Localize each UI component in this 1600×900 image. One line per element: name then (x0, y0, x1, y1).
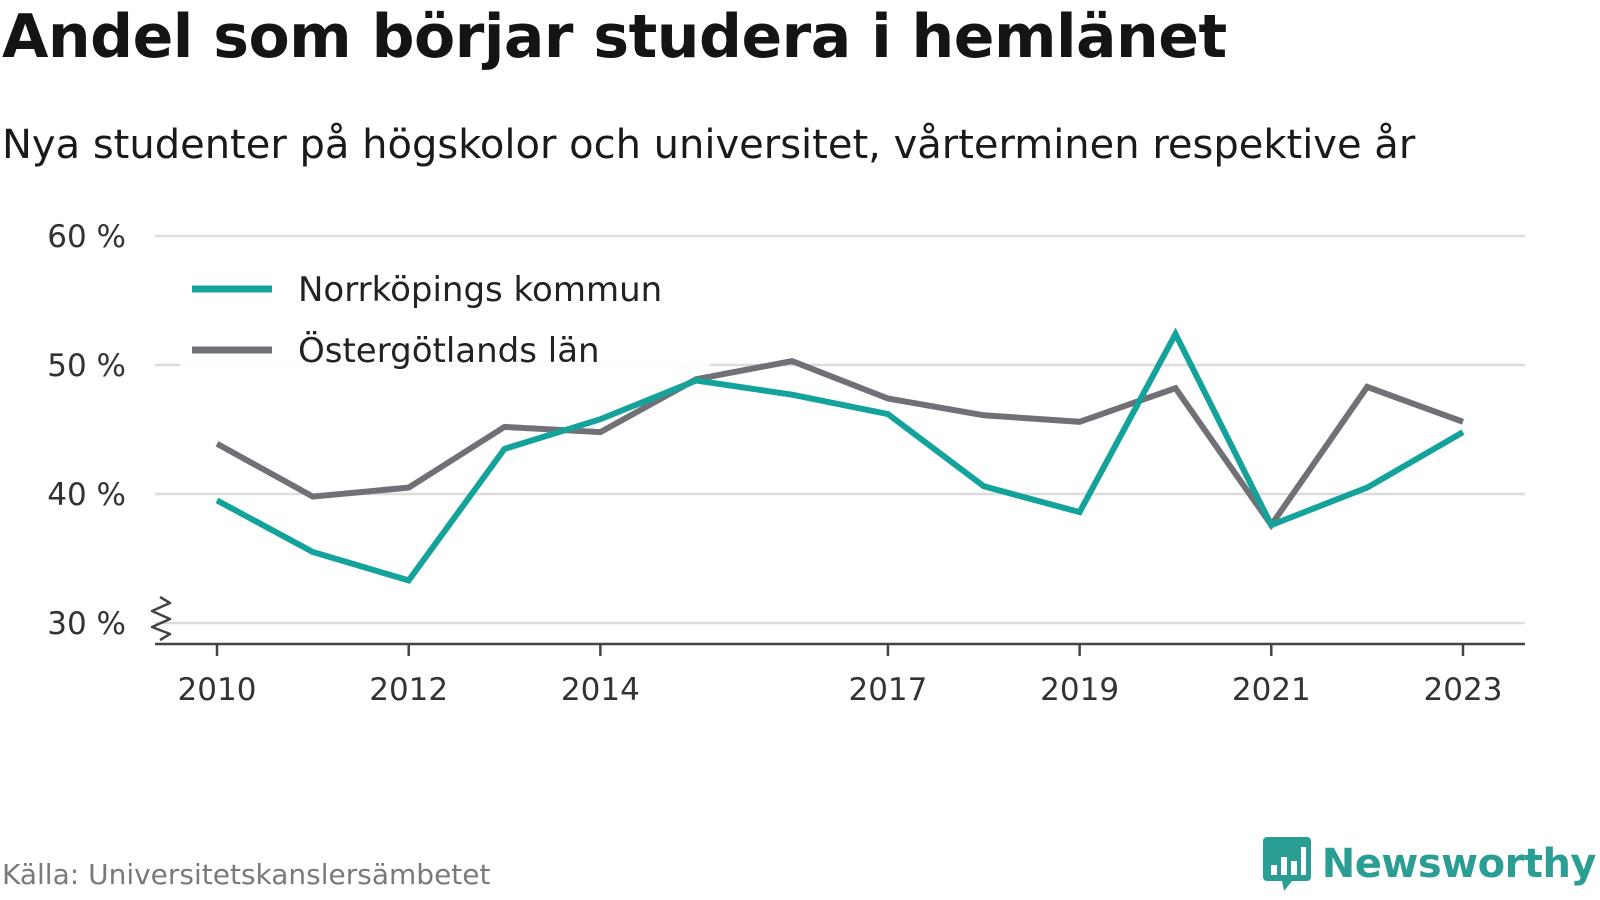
series-lines (215, 327, 1465, 584)
x-tick-label: 2021 (1232, 672, 1311, 708)
brand: Newsworthy (1262, 834, 1597, 894)
x-tick-label: 2014 (561, 672, 640, 708)
series-line-ostergotland (215, 357, 1465, 531)
legend-label: Östergötlands län (298, 330, 600, 371)
gridlines (155, 234, 1525, 625)
x-axis: 2010 2012 2014 2017 2019 2021 2023 (150, 595, 1525, 708)
source-note: Källa: Universitetskanslersämbetet (2, 858, 491, 891)
x-tick-label: 2023 (1424, 672, 1503, 708)
y-tick-label: 50 % (47, 348, 126, 384)
y-tick-label: 60 % (47, 219, 126, 255)
brand-name: Newsworthy (1321, 841, 1597, 887)
y-tick-label: 40 % (47, 477, 126, 513)
x-tick-label: 2019 (1040, 672, 1119, 708)
y-axis-labels: 30 % 40 % 50 % 60 % (47, 219, 126, 642)
bar-chart-speech-bubble-icon (1262, 837, 1311, 891)
y-tick-label: 30 % (47, 606, 126, 642)
x-tick-label: 2017 (848, 672, 927, 708)
legend: Norrköpings kommun Östergötlands län (180, 258, 710, 374)
chart-title: Andel som börjar studera i hemlänet (2, 2, 1227, 72)
axis-break-marker (150, 595, 172, 642)
series-line-norrkoping (215, 327, 1465, 584)
x-tick-label: 2012 (369, 672, 448, 708)
x-tick-label: 2010 (178, 672, 257, 708)
chart-subtitle: Nya studenter på högskolor och universit… (2, 122, 1416, 168)
legend-background (180, 258, 710, 374)
legend-label: Norrköpings kommun (298, 270, 662, 310)
